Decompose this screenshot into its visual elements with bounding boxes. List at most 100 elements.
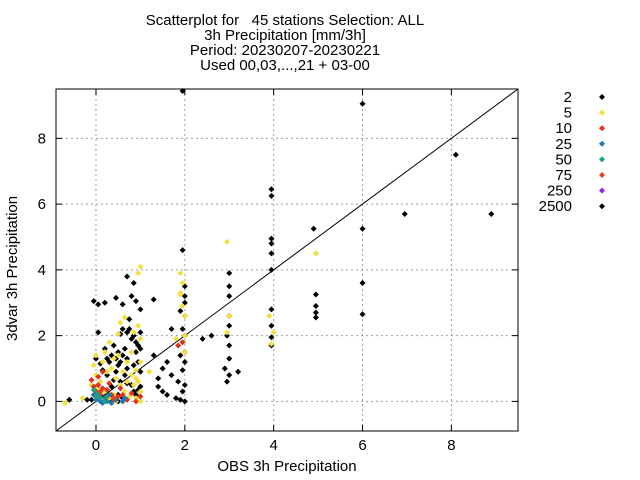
data-point	[312, 309, 319, 316]
data-point	[164, 358, 171, 365]
data-point	[130, 362, 137, 369]
data-point	[226, 283, 233, 290]
data-point	[90, 386, 97, 393]
x-tick-label: 4	[270, 437, 278, 454]
data-point	[132, 349, 139, 356]
data-point	[359, 280, 366, 287]
data-point	[137, 368, 144, 375]
data-point	[155, 375, 162, 382]
data-point	[124, 329, 131, 336]
data-point	[99, 368, 106, 375]
data-point	[181, 332, 188, 339]
y-tick-label: 0	[38, 393, 46, 410]
data-point	[137, 329, 144, 336]
data-point	[61, 400, 68, 407]
data-point	[137, 335, 144, 342]
data-point	[101, 349, 108, 356]
data-point	[224, 329, 231, 336]
data-point	[128, 293, 135, 300]
data-point	[224, 332, 231, 339]
data-point	[119, 326, 126, 333]
x-tick-label: 2	[181, 437, 189, 454]
data-point	[266, 312, 273, 319]
data-point	[97, 388, 104, 395]
data-point	[172, 395, 179, 402]
diagonal-line	[55, 88, 519, 432]
x-tick-label: 8	[447, 437, 455, 454]
legend-label: 10	[555, 120, 572, 137]
data-point	[117, 378, 124, 385]
data-point	[268, 250, 275, 257]
data-point	[150, 352, 157, 359]
data-point	[199, 335, 206, 342]
data-point	[130, 332, 137, 339]
data-point	[126, 316, 133, 323]
data-point	[106, 339, 113, 346]
legend-marker	[599, 140, 605, 147]
data-point	[179, 247, 186, 254]
data-point	[137, 383, 144, 390]
data-point	[175, 342, 182, 349]
data-point	[124, 273, 131, 280]
data-point	[124, 355, 131, 362]
data-point	[452, 151, 459, 158]
data-point	[97, 395, 104, 402]
data-point	[268, 235, 275, 242]
data-point	[135, 322, 142, 329]
data-point	[270, 329, 277, 336]
data-point	[128, 372, 135, 379]
data-point	[312, 314, 319, 321]
x-tick-label: 0	[92, 437, 100, 454]
data-point	[108, 365, 115, 372]
legend-marker	[599, 125, 605, 132]
data-point	[119, 301, 126, 308]
data-point	[88, 396, 95, 403]
data-point	[226, 270, 233, 277]
data-point	[175, 378, 182, 385]
data-point	[208, 332, 215, 339]
data-point	[268, 334, 275, 341]
y-tick-label: 6	[38, 196, 46, 213]
data-point	[112, 368, 119, 375]
data-point	[108, 400, 115, 407]
data-point	[137, 263, 144, 270]
data-point	[159, 388, 166, 395]
data-point	[110, 342, 117, 349]
data-point	[137, 358, 144, 365]
y-tick-label: 4	[38, 262, 46, 279]
data-point	[135, 270, 142, 277]
data-point	[132, 398, 139, 405]
data-point	[128, 390, 135, 397]
data-point	[181, 358, 188, 365]
data-point	[137, 345, 144, 352]
title-line-1: Scatterplot for 45 stations Selection: A…	[145, 12, 425, 29]
data-point	[224, 238, 231, 245]
data-point	[112, 294, 119, 301]
data-point	[226, 355, 233, 362]
data-point	[268, 306, 275, 313]
data-point	[177, 352, 184, 359]
data-point	[130, 280, 137, 287]
data-point	[168, 326, 175, 333]
data-point	[130, 329, 137, 336]
legend-label: 50	[555, 151, 572, 168]
data-point	[101, 398, 108, 405]
data-point	[359, 311, 366, 318]
data-point	[132, 375, 139, 382]
data-point	[124, 358, 131, 365]
data-point	[268, 186, 275, 193]
data-point	[115, 349, 122, 356]
data-point	[90, 362, 97, 369]
legend-label: 2500	[539, 198, 572, 215]
data-point	[150, 296, 157, 303]
data-point	[90, 383, 97, 390]
data-point	[124, 365, 131, 372]
data-point	[95, 373, 102, 380]
data-points	[61, 88, 495, 407]
data-point	[181, 381, 188, 388]
data-point	[104, 386, 111, 393]
data-point	[159, 365, 166, 372]
data-point	[177, 396, 184, 403]
data-point	[110, 355, 117, 362]
